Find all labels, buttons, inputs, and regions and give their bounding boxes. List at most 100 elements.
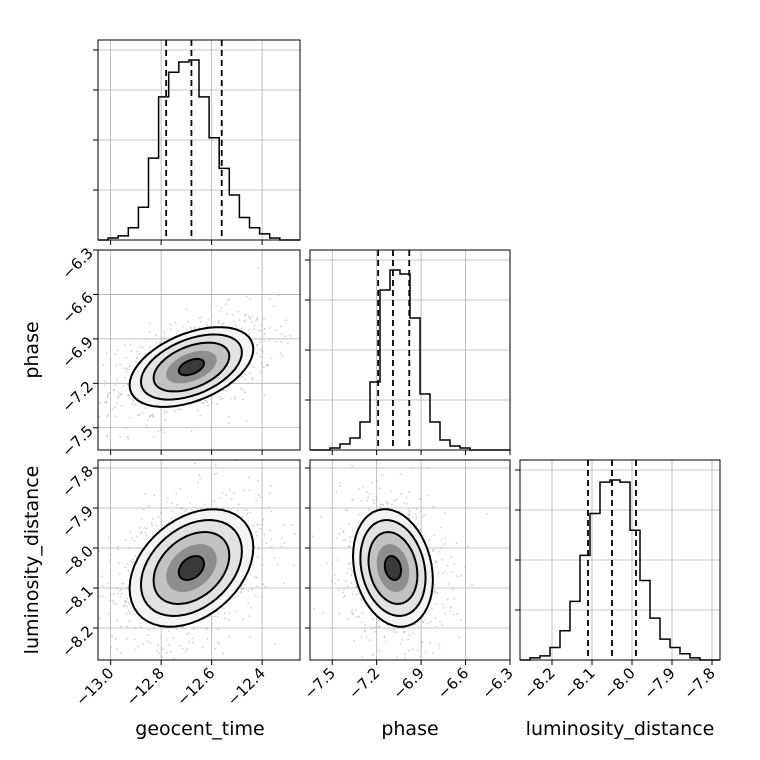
sample-point bbox=[137, 414, 140, 417]
sample-point bbox=[350, 568, 353, 571]
sample-point bbox=[263, 332, 266, 335]
sample-point bbox=[122, 385, 125, 387]
sample-point bbox=[464, 566, 467, 569]
sample-point bbox=[202, 402, 205, 404]
sample-point bbox=[373, 502, 376, 505]
sample-point bbox=[433, 534, 436, 537]
sample-point bbox=[262, 366, 265, 369]
sample-point bbox=[155, 334, 158, 337]
sample-point bbox=[207, 318, 210, 321]
sample-point bbox=[383, 635, 386, 638]
x-tick-label-luminosity_distance: −7.9 bbox=[640, 664, 678, 702]
sample-point bbox=[371, 654, 374, 656]
sample-point bbox=[229, 489, 231, 492]
sample-point bbox=[164, 410, 166, 412]
sample-point bbox=[385, 640, 387, 643]
sample-point bbox=[120, 393, 123, 396]
sample-point bbox=[266, 363, 269, 366]
sample-point bbox=[161, 656, 164, 659]
sample-point bbox=[459, 618, 462, 621]
sample-point bbox=[250, 606, 253, 609]
sample-point bbox=[243, 315, 246, 317]
sample-point bbox=[320, 509, 322, 511]
sample-point bbox=[200, 316, 203, 319]
sample-point bbox=[157, 652, 160, 654]
sample-point bbox=[240, 327, 243, 330]
sample-point bbox=[188, 641, 190, 643]
sample-point bbox=[414, 623, 417, 626]
sample-point bbox=[249, 636, 252, 638]
sample-point bbox=[125, 637, 128, 640]
sample-point bbox=[419, 529, 422, 532]
sample-point bbox=[415, 518, 417, 521]
sample-point bbox=[420, 645, 423, 648]
sample-point bbox=[268, 327, 271, 329]
sample-point bbox=[166, 496, 169, 499]
sample-point bbox=[138, 413, 141, 416]
xlabel-phase: phase bbox=[381, 718, 438, 740]
sample-point bbox=[147, 419, 150, 422]
sample-point bbox=[200, 321, 202, 323]
sample-point bbox=[185, 650, 187, 653]
sample-point bbox=[346, 585, 349, 587]
sample-point bbox=[427, 539, 430, 542]
sample-point bbox=[167, 630, 170, 632]
sample-point bbox=[211, 401, 214, 404]
sample-point bbox=[263, 533, 266, 536]
sample-point bbox=[420, 636, 423, 638]
panel-frame-luminosity_distance bbox=[519, 459, 721, 661]
sample-point bbox=[147, 634, 150, 636]
sample-point bbox=[100, 575, 103, 578]
sample-point bbox=[112, 602, 115, 604]
sample-point bbox=[353, 640, 355, 642]
sample-point bbox=[128, 603, 131, 606]
sample-point bbox=[107, 393, 110, 396]
sample-point bbox=[108, 612, 110, 615]
sample-point bbox=[411, 515, 414, 518]
sample-point bbox=[149, 345, 151, 348]
sample-point bbox=[240, 590, 243, 593]
sample-point bbox=[71, 673, 73, 675]
sample-point bbox=[61, 686, 63, 688]
contour-line bbox=[128, 326, 255, 408]
sample-point bbox=[342, 539, 345, 542]
sample-point bbox=[172, 637, 175, 639]
sample-point bbox=[406, 664, 408, 666]
sample-point bbox=[438, 550, 441, 553]
panel-frame-geocent_time bbox=[97, 39, 301, 241]
sample-point bbox=[242, 587, 245, 590]
sample-point bbox=[129, 365, 132, 368]
sample-point bbox=[215, 304, 218, 307]
sample-point bbox=[350, 574, 353, 577]
sample-point bbox=[132, 613, 135, 616]
sample-point bbox=[247, 602, 250, 605]
sample-point bbox=[258, 349, 261, 351]
sample-point bbox=[217, 641, 219, 644]
sample-point bbox=[421, 516, 424, 519]
sample-point bbox=[217, 612, 220, 615]
sample-point bbox=[102, 363, 105, 366]
sample-point bbox=[214, 615, 216, 618]
sample-point bbox=[198, 317, 201, 319]
sample-point bbox=[241, 388, 244, 391]
sample-point bbox=[408, 649, 411, 652]
sample-point bbox=[142, 346, 144, 349]
sample-point bbox=[444, 612, 447, 615]
sample-point bbox=[335, 490, 338, 493]
sample-point bbox=[415, 507, 418, 510]
sample-point bbox=[190, 328, 193, 331]
sample-point bbox=[376, 499, 378, 501]
sample-point bbox=[217, 628, 220, 630]
sample-point bbox=[170, 510, 173, 513]
sample-point bbox=[273, 305, 275, 308]
sample-point bbox=[171, 502, 174, 504]
sample-point bbox=[194, 327, 196, 330]
sample-point bbox=[139, 527, 142, 529]
sample-point bbox=[425, 612, 428, 615]
sample-point bbox=[134, 360, 137, 363]
sample-point bbox=[127, 438, 130, 441]
sample-point bbox=[129, 531, 132, 534]
sample-point bbox=[398, 510, 401, 512]
sample-point bbox=[128, 609, 131, 612]
sample-point bbox=[127, 601, 130, 604]
